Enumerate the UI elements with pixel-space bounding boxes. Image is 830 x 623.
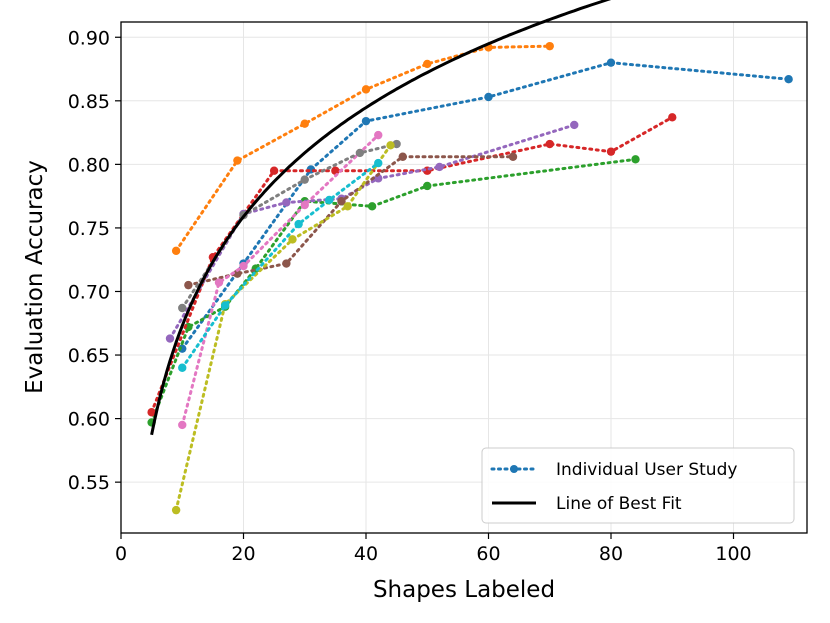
data-point bbox=[165, 334, 175, 343]
data-point bbox=[631, 155, 640, 164]
data-point bbox=[374, 130, 383, 140]
data-point bbox=[233, 156, 242, 165]
x-tick-label: 100 bbox=[715, 543, 751, 565]
series-line-user-green bbox=[150, 157, 637, 424]
legend-entry-best-fit: Line of Best Fit bbox=[492, 494, 682, 514]
x-axis-ticks: 0 20 40 60 80 100 bbox=[115, 533, 752, 565]
data-point bbox=[171, 246, 181, 256]
data-point bbox=[545, 41, 554, 51]
series-user-orange bbox=[171, 41, 554, 256]
legend-entry-user-study: Individual User Study bbox=[490, 460, 737, 480]
data-point bbox=[361, 116, 371, 126]
data-point bbox=[220, 301, 230, 310]
series-user-green bbox=[147, 155, 640, 427]
data-point bbox=[282, 198, 291, 207]
data-point bbox=[184, 280, 193, 290]
data-point bbox=[214, 278, 224, 287]
data-point bbox=[294, 219, 303, 229]
data-point bbox=[147, 408, 156, 417]
best-fit-line bbox=[150, 0, 612, 436]
x-tick-label: 20 bbox=[231, 543, 255, 565]
data-point bbox=[570, 120, 579, 130]
data-point bbox=[606, 58, 616, 67]
data-point bbox=[435, 162, 444, 172]
series-line-user-pink bbox=[180, 133, 380, 427]
data-point bbox=[423, 59, 432, 69]
x-tick-label: 0 bbox=[115, 543, 127, 565]
data-point bbox=[282, 259, 291, 268]
data-point bbox=[239, 261, 248, 271]
y-tick-label: 0.85 bbox=[68, 91, 110, 113]
data-point bbox=[269, 166, 279, 175]
data-point bbox=[484, 92, 493, 102]
series-user-cyan bbox=[178, 158, 383, 372]
data-point bbox=[178, 420, 187, 430]
data-point bbox=[171, 505, 181, 515]
x-tick-label: 60 bbox=[476, 543, 500, 565]
fit-layer bbox=[150, 0, 612, 436]
data-point bbox=[508, 152, 518, 161]
series-user-red bbox=[147, 113, 677, 417]
y-tick-label: 0.90 bbox=[68, 27, 110, 49]
data-point bbox=[784, 75, 793, 84]
plot-frame bbox=[120, 21, 808, 534]
y-axis-label: Evaluation Accuracy bbox=[22, 160, 48, 394]
legend-label-user-study: Individual User Study bbox=[556, 460, 737, 480]
y-tick-label: 0.75 bbox=[68, 218, 110, 240]
data-point bbox=[668, 113, 677, 122]
y-axis-ticks: 0.55 0.60 0.65 0.70 0.75 0.80 0.85 0.90 bbox=[68, 27, 121, 494]
y-tick-label: 0.60 bbox=[68, 409, 110, 431]
data-point bbox=[374, 158, 383, 168]
y-tick-label: 0.80 bbox=[68, 154, 110, 176]
data-point bbox=[337, 197, 346, 206]
data-point bbox=[423, 181, 432, 191]
data-point bbox=[367, 202, 377, 211]
y-tick-label: 0.65 bbox=[68, 345, 110, 367]
series-user-olive bbox=[171, 141, 395, 515]
x-axis-label: Shapes Labeled bbox=[373, 577, 555, 603]
data-point bbox=[233, 269, 242, 278]
legend-label-best-fit: Line of Best Fit bbox=[556, 494, 682, 514]
data-point bbox=[343, 202, 352, 211]
x-tick-label: 80 bbox=[599, 543, 623, 565]
y-tick-label: 0.70 bbox=[68, 281, 110, 303]
y-tick-label: 0.55 bbox=[68, 472, 110, 494]
data-point bbox=[545, 139, 554, 149]
legend: Individual User Study Line of Best Fit bbox=[481, 447, 795, 524]
data-point bbox=[355, 148, 365, 158]
data-point bbox=[386, 141, 395, 150]
data-point bbox=[300, 175, 309, 184]
data-point bbox=[178, 303, 187, 313]
data-point bbox=[288, 235, 297, 244]
series-line-user-red bbox=[150, 115, 674, 414]
data-point bbox=[331, 166, 340, 175]
x-tick-label: 40 bbox=[354, 543, 378, 565]
series-user-blue bbox=[178, 58, 793, 353]
data-point bbox=[300, 200, 309, 210]
series-line-user-gray bbox=[180, 142, 399, 310]
series-user-brown bbox=[184, 152, 518, 290]
data-point bbox=[361, 85, 371, 94]
data-point bbox=[606, 147, 616, 156]
data-point bbox=[300, 119, 309, 128]
legend-box bbox=[481, 447, 795, 524]
legend-marker-user-study bbox=[510, 465, 518, 473]
data-point bbox=[325, 195, 334, 205]
series-layer bbox=[147, 41, 793, 515]
data-point bbox=[398, 152, 407, 161]
data-point bbox=[178, 363, 187, 372]
